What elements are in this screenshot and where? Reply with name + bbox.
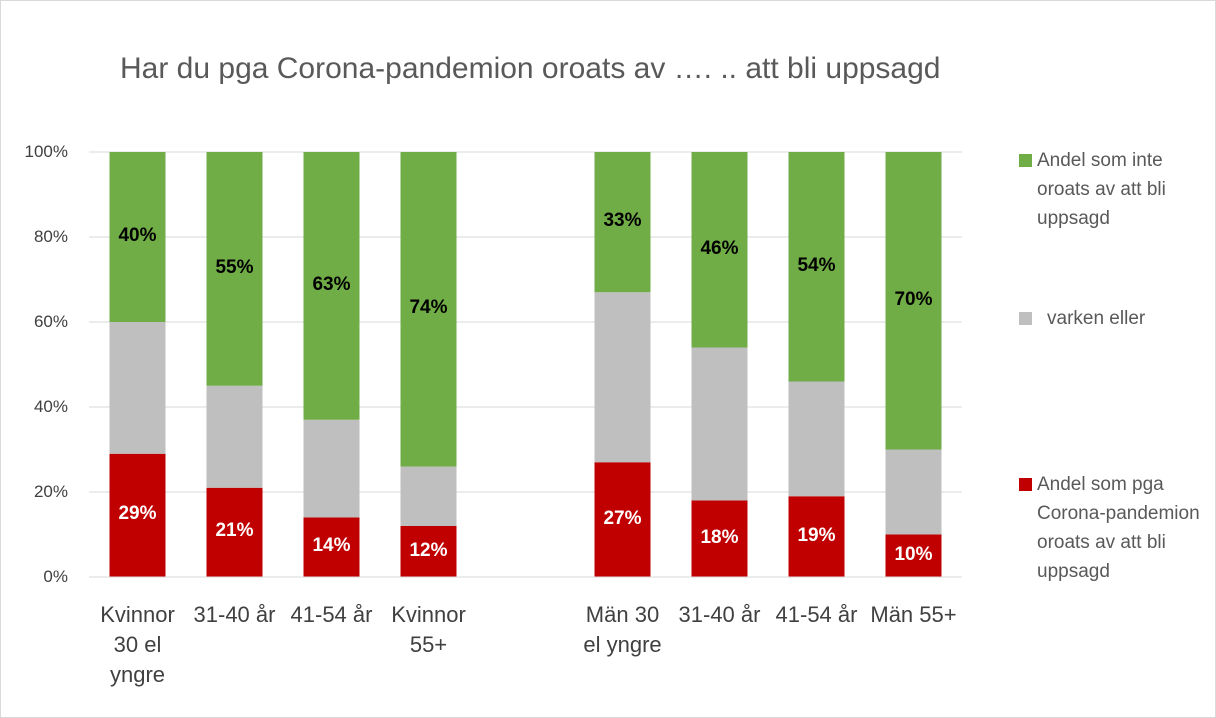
data-label: 10% <box>894 543 933 565</box>
bar-segment <box>109 152 166 322</box>
legend-swatch <box>1019 478 1032 491</box>
bar-segment <box>400 152 457 467</box>
bar-segment <box>885 152 942 450</box>
data-label: 18% <box>700 526 739 548</box>
data-label: 70% <box>894 288 933 310</box>
bar-segment <box>594 462 651 577</box>
legend-label: Andel som pga Corona-pandemion oroats av… <box>1037 474 1200 582</box>
data-label: 40% <box>118 225 157 246</box>
data-label: 19% <box>797 524 836 546</box>
x-tick-label: Kvinnor 55+ <box>391 602 466 657</box>
bar-segment <box>885 534 942 577</box>
y-tick-label: 0% <box>43 567 68 586</box>
y-tick-label: 40% <box>33 397 68 416</box>
bar-segment <box>594 292 651 463</box>
x-tick-label: Män 55+ <box>870 602 957 627</box>
bar-segment <box>788 381 845 497</box>
x-tick-label: 31-40 år <box>678 602 761 627</box>
bar-segment <box>788 152 845 382</box>
legend-label: Andel som inte oroats av att bli uppsagd <box>1037 150 1166 229</box>
data-label: 14% <box>312 535 351 557</box>
bar-segment <box>400 466 457 526</box>
bar-segment <box>206 385 263 488</box>
data-label: 29% <box>118 503 157 525</box>
bar-segment <box>400 526 457 577</box>
data-label: 55% <box>215 256 254 278</box>
x-tick-label: Kvinnor 30 el yngre <box>100 602 175 687</box>
data-label: 12% <box>409 539 448 561</box>
bar-segment <box>788 496 845 577</box>
x-tick-label: 41-54 år <box>775 602 858 627</box>
data-label: 63% <box>312 273 351 295</box>
bar-segment <box>206 152 263 386</box>
data-label: 21% <box>215 520 254 542</box>
data-label: 74% <box>409 297 448 319</box>
bar-segment <box>303 419 360 518</box>
data-label: 54% <box>797 254 836 276</box>
data-label: 27% <box>603 507 642 529</box>
bar-segment <box>691 500 748 577</box>
legend-swatch <box>1019 312 1032 325</box>
legend-label: varken eller <box>1047 308 1146 329</box>
bar-segment <box>303 517 360 577</box>
bar-segment <box>109 453 166 577</box>
x-tick-label: Män 30 el yngre <box>583 602 662 657</box>
bar-segment <box>885 449 942 535</box>
bar-segment <box>303 152 360 420</box>
bar-segment <box>109 322 166 454</box>
y-tick-label: 80% <box>33 227 68 246</box>
bar-segment <box>206 487 263 577</box>
y-tick-label: 20% <box>33 482 68 501</box>
data-label: 33% <box>603 210 642 232</box>
x-tick-label: 41-54 år <box>290 602 373 627</box>
bar-segment <box>691 152 748 348</box>
bar-segment <box>594 152 651 293</box>
y-tick-label: 60% <box>33 312 68 331</box>
bar-segment <box>691 347 748 501</box>
y-tick-label: 100% <box>24 142 68 161</box>
x-tick-label: 31-40 år <box>193 602 276 627</box>
chart-title: Har du pga Corona-pandemion oroats av ….… <box>120 52 941 85</box>
data-label: 46% <box>700 237 739 259</box>
legend-swatch <box>1019 154 1032 167</box>
